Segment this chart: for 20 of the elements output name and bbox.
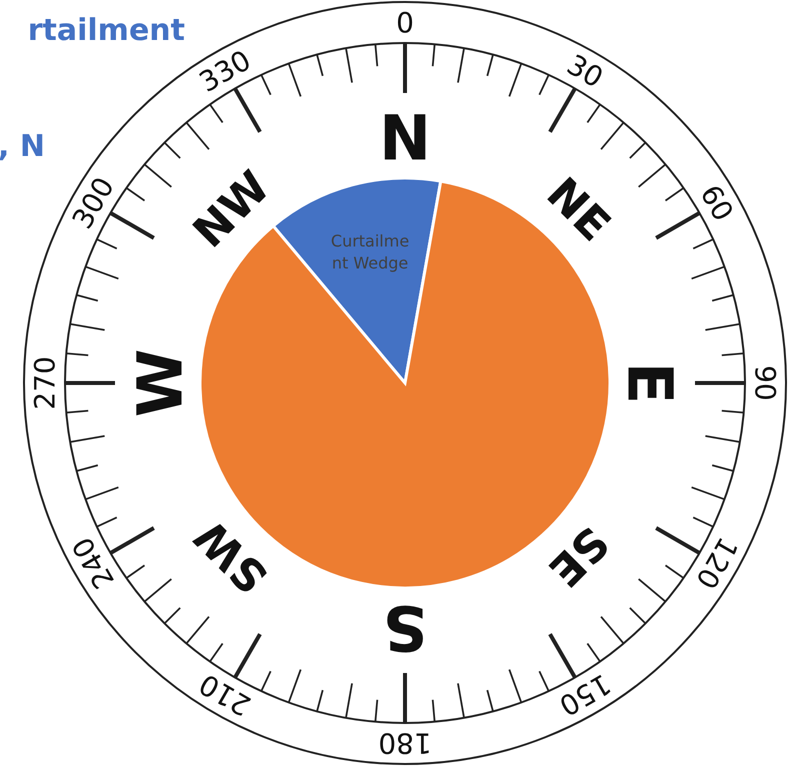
text: NW [184,162,280,258]
text: 210 [194,667,256,722]
text: 150 [554,667,616,722]
text: E [614,362,686,404]
text: SE [538,516,618,596]
text: 270 [28,356,62,410]
text: 180 [378,726,432,760]
text: 90 [748,365,782,401]
text: W [124,348,196,418]
text: N [379,102,431,174]
text: SW [185,510,278,603]
text: 30 [561,48,609,94]
chart-title: rtailment [28,13,185,48]
text: NE [536,168,620,252]
text: S [382,592,428,664]
text: 0 [396,6,414,40]
chart-subtitle: , N [0,129,45,164]
text: 330 [194,44,256,99]
slice-label: Curtailment Wedge [330,231,410,272]
text: 60 [694,179,740,227]
